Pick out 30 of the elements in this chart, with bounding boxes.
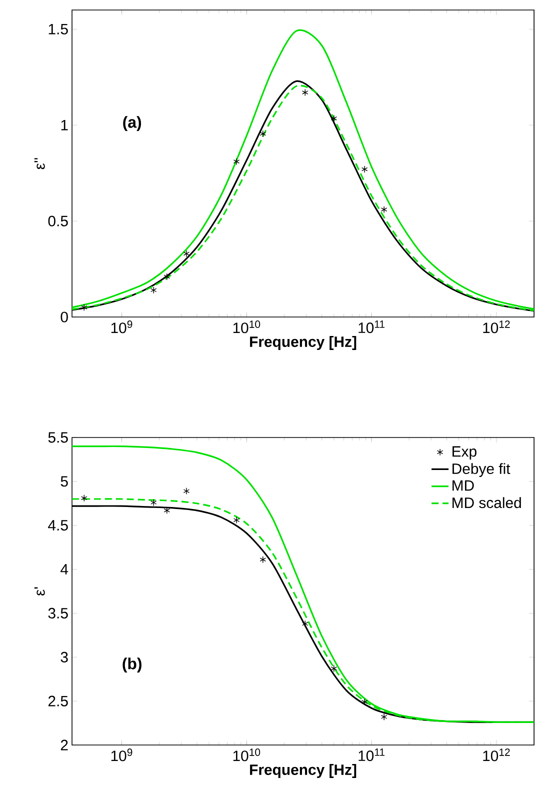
y-tick-label: 4 (60, 564, 68, 574)
x-axis-title: Frequency [Hz] (250, 764, 356, 778)
y-tick-label: 1 (61, 120, 68, 130)
y-tick-label: 0 (60, 312, 68, 322)
y-tick-label: 5.5 (48, 432, 68, 443)
y-tick-label: 1.5 (48, 24, 68, 34)
legend-label: Exp (452, 446, 476, 460)
legend-label: MD scaled (452, 497, 521, 508)
annotation: (b) (122, 658, 142, 672)
x-tick-label: 10$^{10}$ (233, 320, 260, 334)
x-tick-label: 10$^{9}$ (111, 320, 132, 334)
y-tick-label: 4.5 (48, 520, 68, 531)
x-tick-label: 10$^{11}$ (358, 748, 384, 762)
y-tick-label: 2.5 (48, 696, 68, 706)
y-axis-title: ε' (34, 587, 45, 596)
y-axis-title: ε'' (34, 158, 45, 170)
x-axis-title: Frequency [Hz] (250, 336, 356, 350)
y-tick-label: 0.5 (48, 216, 68, 226)
annotation: (a) (123, 116, 142, 132)
legend-label: MD (452, 480, 474, 491)
legend-label: Debye fit (452, 463, 510, 477)
y-tick-label: 3 (60, 652, 68, 662)
y-tick-label: 5 (60, 476, 68, 487)
x-tick-label: 10$^{12}$ (483, 748, 510, 762)
y-tick-label: 2 (60, 740, 68, 750)
x-tick-label: 10$^{10}$ (233, 748, 260, 762)
x-tick-label: 10$^{9}$ (111, 748, 132, 762)
y-tick-label: 3.5 (48, 608, 68, 619)
x-tick-label: 10$^{12}$ (483, 320, 510, 334)
x-tick-label: 10$^{11}$ (358, 320, 384, 334)
